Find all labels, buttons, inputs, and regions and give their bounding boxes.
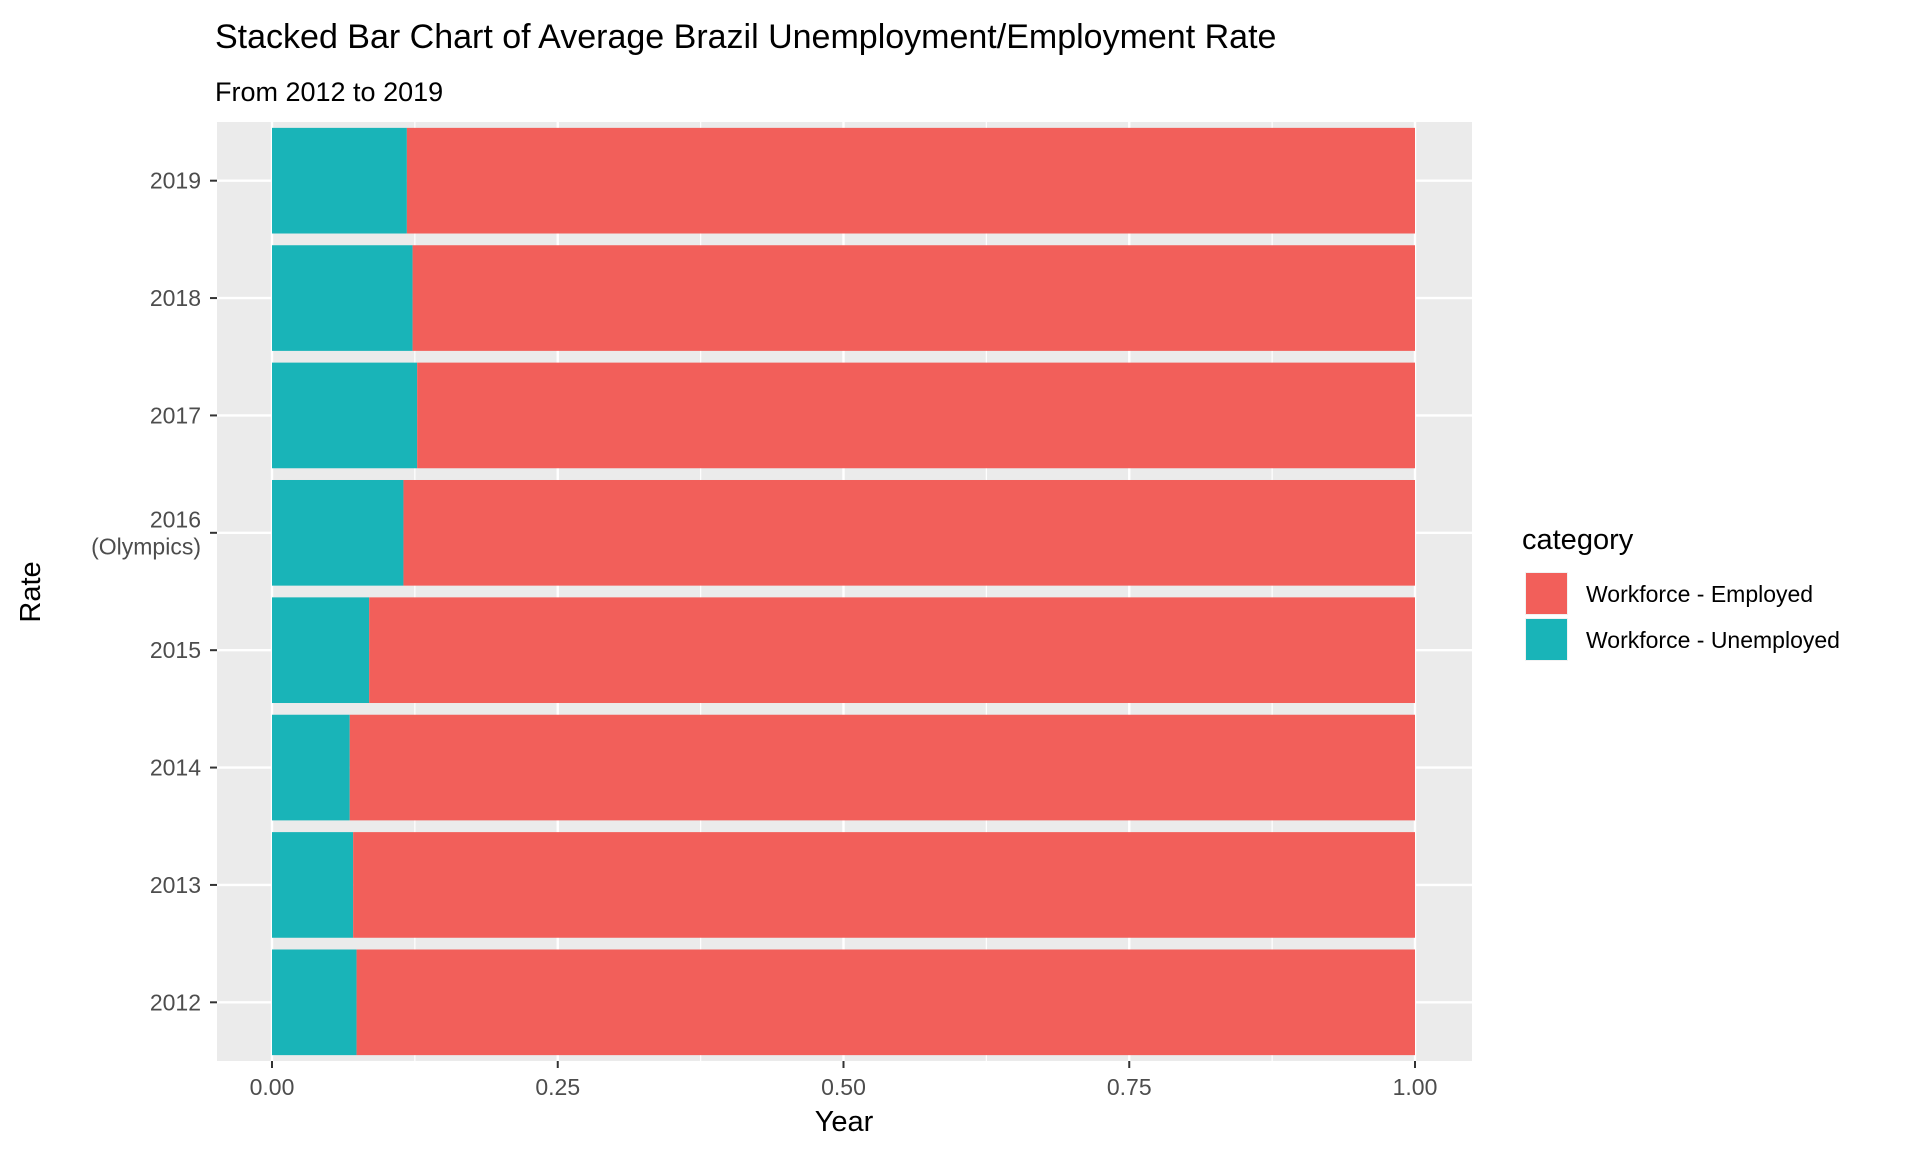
y-tick-label: 2018 <box>150 285 201 311</box>
bar-workforce-unemployed <box>272 479 404 586</box>
y-tick-label: 2016 (Olympics) <box>91 506 201 559</box>
x-tick-label: 1.00 <box>1393 1074 1438 1100</box>
y-axis: 2012 2013 2014 2015 2016 (Olympics) 2017 2018 20… <box>91 168 217 1015</box>
y-tick-label: 2013 <box>150 872 201 898</box>
x-tick-label: 0.00 <box>250 1074 295 1100</box>
y-tick-label: 2014 <box>150 755 201 781</box>
bar-workforce-employed <box>349 714 1415 821</box>
x-axis: 0.00 0.25 0.50 0.75 1.00 <box>250 1061 1438 1100</box>
bar-workforce-employed <box>353 832 1415 938</box>
bar-workforce-unemployed <box>272 714 350 821</box>
bar-workforce-unemployed <box>272 245 413 351</box>
legend: category Workforce - Employed Workforce -… <box>1522 524 1840 661</box>
bar-workforce-unemployed <box>272 127 407 234</box>
legend-label: Workforce - Employed <box>1586 581 1813 607</box>
x-tick-label: 0.50 <box>821 1074 866 1100</box>
y-tick-label: 2012 <box>150 989 201 1015</box>
bars <box>272 127 1415 1056</box>
bar-workforce-unemployed <box>272 832 354 938</box>
bar-workforce-employed <box>356 949 1415 1056</box>
x-tick-label: 0.75 <box>1107 1074 1152 1100</box>
bar-workforce-employed <box>403 479 1415 586</box>
bar-workforce-unemployed <box>272 949 357 1056</box>
legend-title: category <box>1522 524 1634 556</box>
bar-workforce-unemployed <box>272 362 418 469</box>
bar-workforce-employed <box>412 245 1415 351</box>
bar-workforce-unemployed <box>272 597 370 704</box>
bar-workforce-employed <box>406 127 1415 234</box>
y-tick-label: 2015 <box>150 637 201 663</box>
chart-subtitle: From 2012 to 2019 <box>215 77 443 107</box>
y-tick-label: 2017 <box>150 402 201 428</box>
y-axis-title: Rate <box>15 561 47 622</box>
bar-workforce-employed <box>369 597 1415 704</box>
x-tick-label: 0.25 <box>535 1074 580 1100</box>
bar-workforce-employed <box>417 362 1415 469</box>
legend-key <box>1526 573 1567 614</box>
legend-label: Workforce - Unemployed <box>1586 627 1840 653</box>
x-axis-title: Year <box>815 1106 874 1138</box>
chart-title: Stacked Bar Chart of Average Brazil Unem… <box>215 18 1276 56</box>
y-tick-label: 2019 <box>150 168 201 194</box>
legend-key <box>1526 619 1567 660</box>
